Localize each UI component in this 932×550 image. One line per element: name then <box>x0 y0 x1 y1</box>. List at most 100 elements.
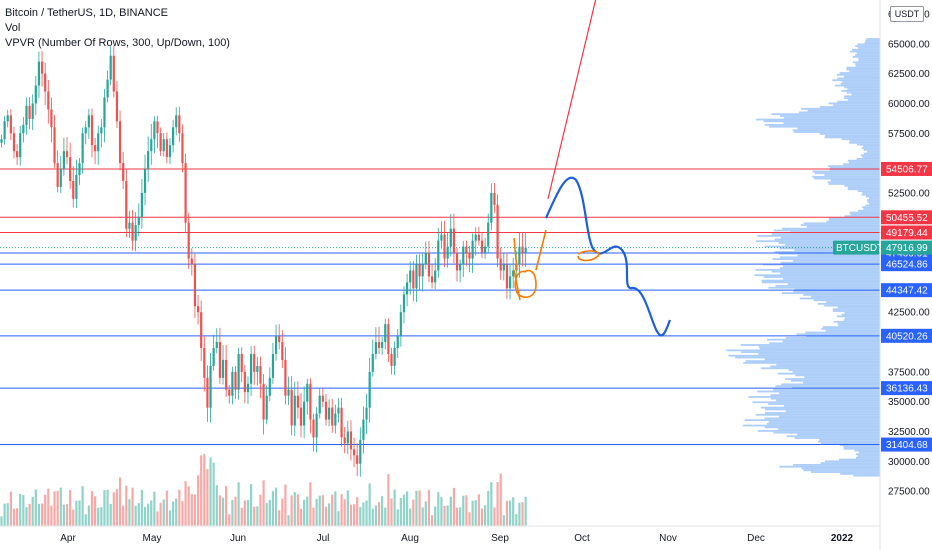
volume-profile-row <box>849 211 880 214</box>
volume-profile-row <box>865 39 880 42</box>
candle-body <box>493 192 496 205</box>
volume-profile-row <box>828 165 880 167</box>
volume-profile-row <box>779 247 880 250</box>
price-tick-label: 35000.00 <box>888 397 930 408</box>
volume-profile-row <box>869 202 880 205</box>
volume-profile-row <box>781 227 880 230</box>
volume-profile-row <box>779 267 880 269</box>
price-tick-label: 42500.00 <box>888 308 930 319</box>
volume-profile-row <box>839 444 880 447</box>
currency-badge[interactable]: USDT <box>890 6 924 22</box>
volume-profile-row <box>863 149 880 151</box>
volume-bar <box>318 495 321 526</box>
volume-profile-row <box>794 437 880 439</box>
volume-bar <box>480 508 484 526</box>
volume-profile-row <box>796 333 880 336</box>
volume-bar <box>508 500 512 526</box>
volume-profile-row <box>797 254 880 257</box>
volume-bar <box>203 454 206 526</box>
volume-bar <box>499 473 502 526</box>
candle-body <box>22 124 25 134</box>
volume-bar <box>265 502 268 526</box>
chart-legend: Bitcoin / TetherUS, 1D, BINANCE Vol VPVR… <box>5 6 230 51</box>
volume-profile-row <box>794 288 880 291</box>
volume-profile-row <box>824 136 880 139</box>
symbol-tag-label: BTCUSDT <box>836 243 883 254</box>
vpvr-indicator-label[interactable]: VPVR (Number Of Rows, 300, Up/Down, 100) <box>5 37 230 49</box>
candle-body <box>499 258 502 271</box>
volume-profile-row <box>855 64 880 67</box>
volume-profile-row <box>799 297 880 300</box>
volume-profile-row <box>780 261 880 264</box>
candle-body <box>502 264 505 271</box>
volume-bar <box>37 503 41 526</box>
volume-bar <box>53 491 56 526</box>
volume-profile-row <box>785 378 880 380</box>
volume-bar <box>165 490 168 526</box>
volume-profile-row <box>806 226 880 228</box>
candle-body <box>484 246 487 253</box>
candle-body <box>399 312 402 337</box>
candle-body <box>234 371 237 390</box>
candle-body <box>402 294 406 313</box>
candle-body <box>184 163 187 223</box>
candle-body <box>28 105 31 119</box>
volume-profile-row <box>792 129 880 132</box>
volume-bar <box>515 514 518 526</box>
candle-body <box>168 145 172 158</box>
volume-profile-row <box>862 206 880 209</box>
volume-bar <box>22 495 25 526</box>
candle-body <box>69 157 72 181</box>
volume-bar <box>337 511 340 526</box>
volume-bar <box>143 506 147 526</box>
price-tag: 31404.68 <box>881 437 932 452</box>
symbol-title[interactable]: Bitcoin / TetherUS, 1D, BINANCE <box>5 7 169 19</box>
price-tag: BTCUSDT 47916.99 <box>833 240 932 255</box>
volume-indicator-label[interactable]: Vol <box>5 22 21 34</box>
candle-body <box>437 240 440 271</box>
volume-profile-row <box>857 143 880 146</box>
volume-bar <box>128 499 131 526</box>
candle-body <box>212 347 215 366</box>
candle-body <box>200 312 203 348</box>
candle-body <box>462 246 465 265</box>
candle-body <box>274 336 278 354</box>
volume-profile-row <box>758 345 880 348</box>
volume-profile-row <box>782 340 880 343</box>
volume-bar <box>16 508 19 526</box>
volume-bar <box>175 498 178 526</box>
volume-bar <box>181 501 184 526</box>
candle-body <box>147 151 150 170</box>
volume-bar <box>384 507 387 526</box>
volume-bar <box>94 496 97 526</box>
volume-profile-row <box>824 134 880 137</box>
candle-body <box>97 133 100 152</box>
volume-bar <box>100 507 103 526</box>
candle-body <box>256 365 259 372</box>
candle-body <box>25 105 28 125</box>
candle-body <box>243 371 246 393</box>
volume-profile-row <box>783 404 880 407</box>
volume-bar <box>331 494 334 526</box>
volume-profile-row <box>825 329 880 332</box>
time-axis[interactable]: Apr May Jun Jul Aug Sep Oct Nov Dec 2022 <box>60 533 853 544</box>
volume-bar <box>47 488 50 526</box>
volume-profile-row <box>755 240 880 243</box>
volume-profile-row <box>771 233 880 235</box>
candle-body <box>487 222 490 247</box>
volume-bar <box>218 495 221 526</box>
volume-profile-row <box>807 109 880 112</box>
volume-profile-row <box>860 154 880 157</box>
volume-bar <box>402 494 406 526</box>
volume-bar <box>253 506 256 526</box>
volume-profile-row <box>834 84 880 87</box>
volume-profile-row <box>767 422 880 425</box>
volume-bar <box>278 510 281 526</box>
price-tag-box <box>881 161 932 176</box>
volume-profile-row <box>778 392 880 395</box>
volume-bar <box>3 503 6 526</box>
volume-profile-row <box>758 353 880 355</box>
volume-bar <box>72 509 75 526</box>
volume-profile-row <box>829 166 880 169</box>
